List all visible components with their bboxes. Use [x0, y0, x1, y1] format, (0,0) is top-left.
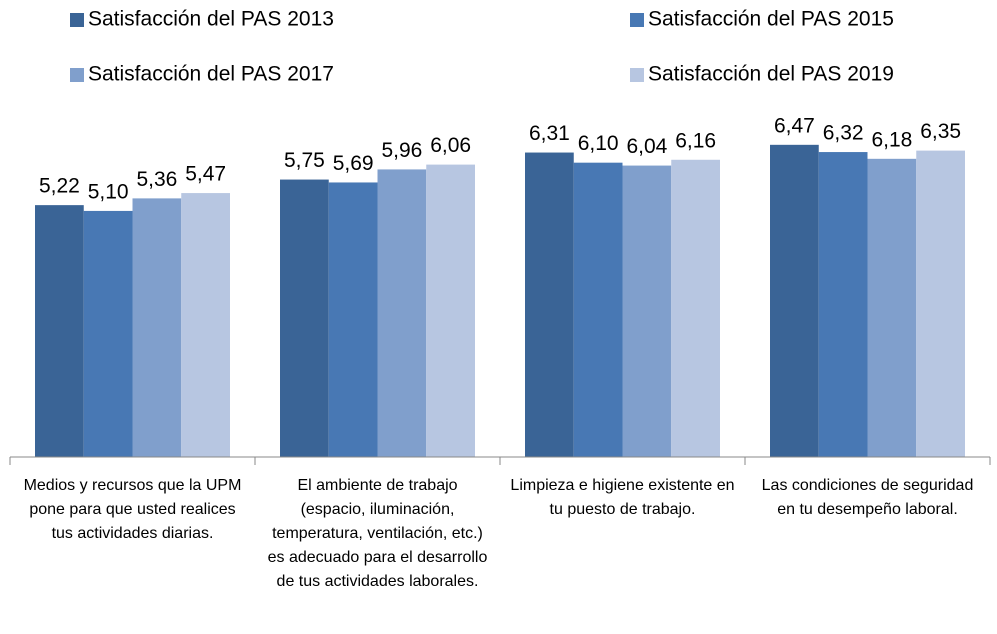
legend-label: Satisfacción del PAS 2019	[648, 63, 894, 86]
bar	[916, 150, 965, 458]
legend-label: Satisfacción del PAS 2015	[648, 8, 894, 31]
bar	[525, 152, 574, 458]
legend-swatch	[630, 68, 644, 82]
value-label: 5,10	[88, 180, 129, 203]
value-label: 6,47	[774, 114, 815, 137]
value-label: 6,18	[871, 128, 912, 151]
value-label: 6,35	[920, 120, 961, 143]
bar	[132, 198, 182, 457]
bar	[818, 152, 868, 457]
x-tick-label: Las condiciones de seguridad en tu desem…	[761, 477, 974, 518]
bar	[35, 205, 84, 457]
legend-swatch	[70, 13, 84, 27]
value-label: 6,04	[626, 135, 667, 158]
value-label: 6,06	[430, 134, 471, 157]
value-label: 6,32	[823, 122, 864, 145]
legend-label: Satisfacción del PAS 2017	[88, 63, 334, 86]
value-label: 6,31	[529, 122, 570, 145]
value-label: 5,47	[185, 163, 226, 186]
value-label: 5,96	[381, 139, 422, 162]
bar	[867, 158, 917, 457]
bar	[328, 182, 378, 457]
x-tick-label: Limpieza e higiene existente en tu puest…	[510, 477, 735, 518]
bar	[671, 159, 720, 457]
bar	[770, 144, 819, 457]
value-label: 5,36	[136, 168, 177, 191]
bar	[181, 193, 230, 457]
value-label: 6,16	[675, 129, 716, 152]
bar	[573, 162, 623, 458]
legend-swatch	[630, 13, 644, 27]
bar	[622, 165, 672, 457]
bar	[83, 210, 133, 457]
value-label: 5,69	[333, 152, 374, 175]
value-label: 5,75	[284, 149, 325, 172]
bar	[377, 169, 427, 457]
legend-swatch	[70, 68, 84, 82]
value-label: 6,10	[578, 132, 619, 155]
value-label: 5,22	[39, 175, 80, 198]
x-tick-label: Medios y recursos que la UPM pone para q…	[23, 477, 242, 542]
bar	[280, 179, 329, 457]
x-tick-label: El ambiente de trabajo (espacio, ilumina…	[267, 477, 488, 590]
legend-label: Satisfacción del PAS 2013	[88, 8, 334, 31]
bar	[426, 164, 475, 458]
